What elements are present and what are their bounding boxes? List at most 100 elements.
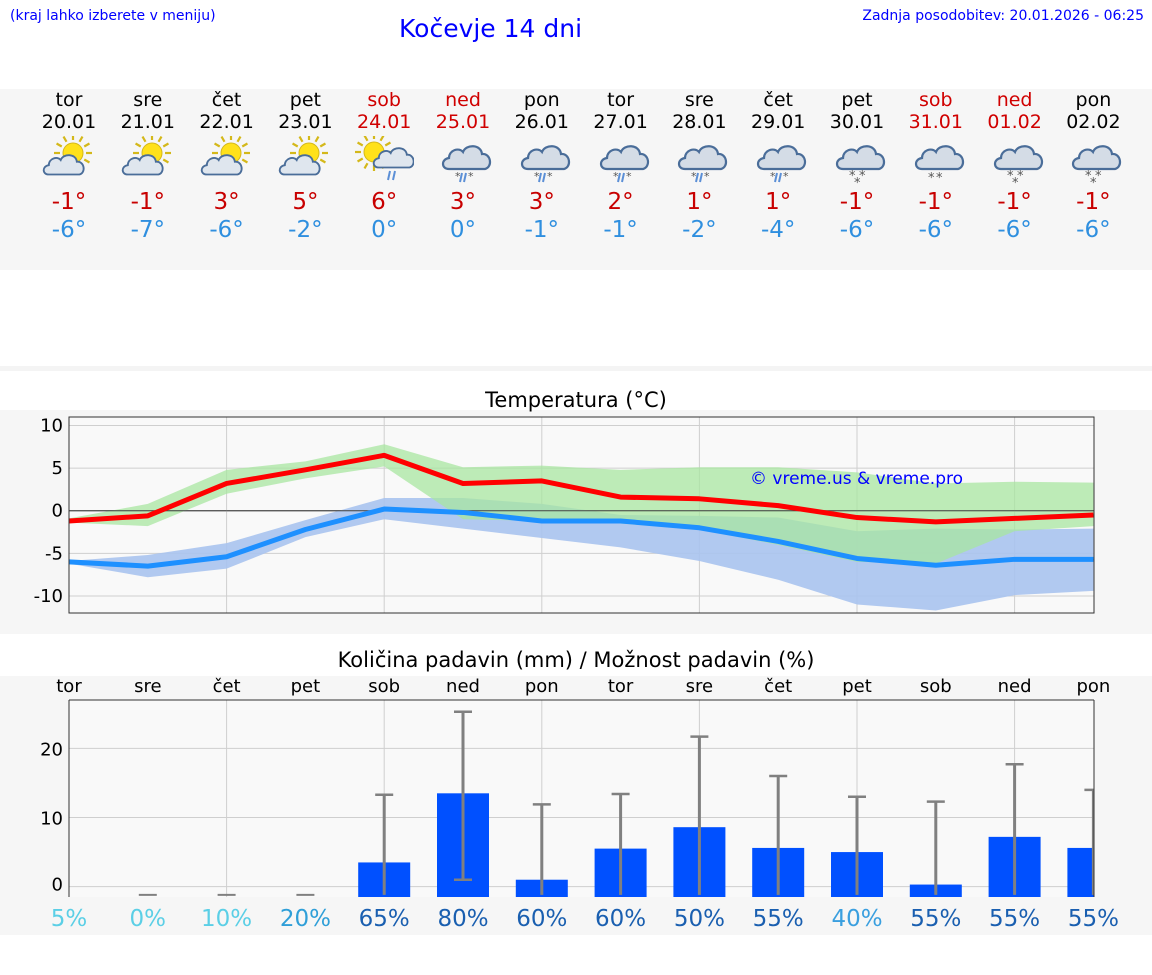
max-temp-line-point bbox=[698, 498, 700, 500]
temp-max: 1° bbox=[686, 189, 713, 215]
sleet-icon: * * bbox=[599, 145, 649, 183]
day-date: 28.01 bbox=[672, 111, 727, 133]
day-name: sob bbox=[919, 89, 953, 111]
temp-min: -6° bbox=[918, 217, 954, 243]
x-tick-label: pon bbox=[525, 676, 559, 697]
day-column: ned 25.01 * * 3° 0° bbox=[424, 89, 503, 244]
svg-text:*: * bbox=[936, 171, 943, 186]
max-temp-band bbox=[69, 444, 1094, 564]
day-name: sre bbox=[133, 89, 163, 111]
temp-min: -7° bbox=[130, 217, 166, 243]
min-temp-line-point bbox=[777, 540, 779, 542]
svg-text:*: * bbox=[1085, 169, 1092, 184]
svg-text:*: * bbox=[626, 170, 632, 183]
day-date: 26.01 bbox=[514, 111, 569, 133]
svg-text:*: * bbox=[1017, 169, 1024, 184]
day-column: ned 01.02 * * * -1° -6° bbox=[975, 89, 1054, 244]
precipitation-chart: 20 10 0 tor sre čet pet sob ned pon tor sre čet pet so… bbox=[40, 676, 1119, 932]
temp-max: -1° bbox=[918, 189, 954, 215]
sleet-icon: * * bbox=[520, 145, 570, 183]
page-title: Kočevje 14 dni bbox=[399, 14, 583, 43]
day-column: pet 23.01 5° -2° bbox=[266, 89, 345, 244]
x-tick-label: tor bbox=[608, 676, 634, 697]
day-name: ned bbox=[996, 89, 1033, 111]
svg-text:*: * bbox=[928, 171, 935, 186]
max-temp-line-point bbox=[226, 482, 228, 484]
plot-frame bbox=[68, 416, 1095, 614]
svg-text:*: * bbox=[547, 170, 553, 183]
temp-max: 2° bbox=[607, 189, 634, 215]
max-temp-line-point bbox=[935, 521, 937, 523]
day-name: čet bbox=[211, 89, 242, 111]
temperature-chart: 10 5 0 -5 -10 © vreme.us & vreme.pro bbox=[34, 416, 1095, 614]
svg-text:*: * bbox=[859, 169, 866, 184]
day-name: ned bbox=[445, 89, 481, 111]
temp-max: -1° bbox=[997, 189, 1032, 215]
day-column: pon 02.02 * * * -1° -6° bbox=[1054, 89, 1133, 244]
sun-rain-icon bbox=[355, 136, 415, 181]
y-tick-label: 20 bbox=[40, 739, 63, 760]
svg-text:*: * bbox=[770, 170, 776, 183]
day-name: sre bbox=[684, 89, 714, 111]
partly-sunny-icon bbox=[121, 136, 171, 176]
sleet-icon: * * bbox=[441, 145, 492, 183]
temp-max: -1° bbox=[839, 189, 875, 215]
precip-probability: 65% bbox=[359, 906, 410, 932]
svg-text:*: * bbox=[1090, 176, 1097, 188]
temp-max: 3° bbox=[213, 189, 240, 215]
x-tick-label: pon bbox=[1076, 676, 1110, 697]
day-name: tor bbox=[607, 89, 635, 111]
temp-min: -6° bbox=[997, 217, 1032, 243]
precip-probability: 80% bbox=[437, 906, 488, 932]
y-tick-label: 10 bbox=[40, 809, 63, 830]
temp-max: 5° bbox=[292, 189, 319, 215]
day-column: pet 30.01 * * * -1° -6° bbox=[818, 89, 897, 244]
x-tick-label: pet bbox=[291, 676, 321, 697]
precip-probability: 50% bbox=[674, 906, 725, 932]
x-tick-label: sob bbox=[368, 676, 400, 697]
day-column: tor 27.01 * * 2° -1° bbox=[581, 89, 660, 244]
svg-text:*: * bbox=[534, 170, 540, 183]
svg-text:*: * bbox=[1007, 169, 1014, 184]
day-date: 22.01 bbox=[199, 111, 254, 133]
sleet-icon: * * bbox=[757, 145, 807, 183]
max-temp-line-point bbox=[304, 469, 306, 471]
precip-probability: 10% bbox=[201, 906, 252, 932]
max-temp-line-point bbox=[383, 454, 385, 456]
svg-text:*: * bbox=[849, 169, 856, 184]
x-tick-label: čet bbox=[764, 676, 792, 697]
location-hint[interactable]: (kraj lahko izberete v meniju) bbox=[10, 8, 216, 24]
temp-max: 6° bbox=[371, 189, 398, 215]
max-temp-line-point bbox=[1014, 517, 1016, 519]
min-temp-line-point bbox=[147, 565, 149, 567]
min-temp-line-point bbox=[462, 511, 464, 513]
temp-max: 3° bbox=[528, 189, 555, 215]
svg-text:*: * bbox=[1095, 169, 1102, 184]
min-temp-line-point bbox=[698, 527, 700, 529]
sleet-icon: * * bbox=[678, 145, 728, 183]
min-temp-line-point bbox=[1014, 558, 1016, 560]
temp-max: 1° bbox=[765, 189, 792, 215]
day-column: pon 26.01 * * 3° -1° bbox=[502, 89, 581, 244]
snow-light-icon: * * bbox=[914, 145, 964, 186]
temp-min: -6° bbox=[209, 217, 244, 243]
x-tick-label: sre bbox=[134, 676, 161, 697]
min-temp-line-point bbox=[541, 520, 543, 522]
min-temp-line-point bbox=[856, 557, 858, 559]
min-temp-line-point bbox=[226, 556, 228, 558]
x-tick-label: čet bbox=[213, 676, 241, 697]
x-tick-label: sre bbox=[686, 676, 713, 697]
max-temp-line bbox=[69, 452, 1094, 525]
temp-min: -1° bbox=[603, 217, 638, 243]
temp-max: -1° bbox=[1076, 189, 1111, 215]
max-temp-line-point bbox=[541, 480, 543, 482]
svg-text:*: * bbox=[468, 170, 474, 183]
temp-max: 3° bbox=[449, 189, 477, 215]
partly-sunny-icon bbox=[200, 136, 250, 176]
min-temp-line bbox=[69, 506, 1094, 569]
temperature-chart-title: Temperatura (°C) bbox=[485, 388, 667, 412]
precip-bar bbox=[1067, 847, 1094, 897]
day-date: 24.01 bbox=[356, 111, 412, 133]
day-column: sre 21.01 -1° -7° bbox=[108, 89, 187, 244]
precip-probability: 20% bbox=[280, 906, 331, 932]
